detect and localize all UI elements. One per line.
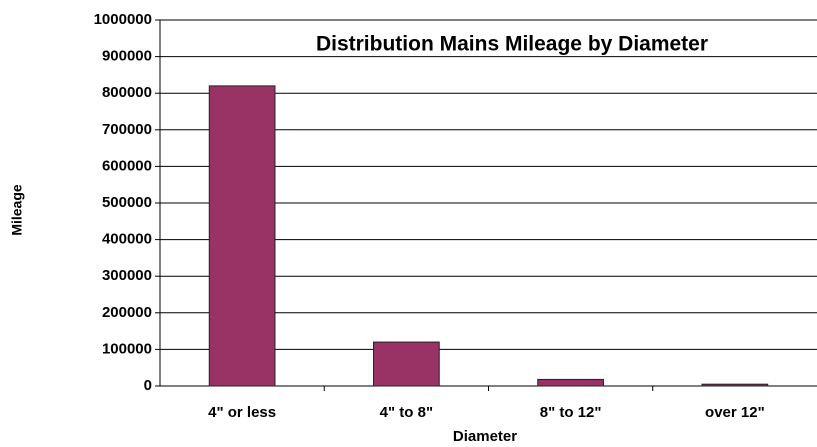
bar	[537, 378, 604, 387]
x-tick-label: 4" or less	[208, 404, 276, 421]
y-tick-label: 400000	[102, 231, 152, 248]
x-axis-label: Diameter	[453, 428, 517, 445]
bar	[701, 383, 769, 387]
bar	[208, 85, 276, 387]
y-tick-label: 300000	[102, 267, 152, 284]
y-tick-label: 700000	[102, 121, 152, 138]
y-tick-label: 1000000	[94, 11, 152, 28]
y-tick-label: 800000	[102, 84, 152, 101]
y-tick-label: 200000	[102, 304, 152, 321]
y-tick-label: 500000	[102, 194, 152, 211]
x-tick-label: 4" to 8"	[380, 404, 433, 421]
x-tick-label: 8" to 12"	[540, 404, 602, 421]
y-tick-label: 600000	[102, 157, 152, 174]
y-tick-label: 100000	[102, 340, 152, 357]
x-tick-label: over 12"	[705, 404, 765, 421]
y-tick-label: 0	[144, 377, 152, 394]
y-tick-label: 900000	[102, 48, 152, 65]
chart-title: Distribution Mains Mileage by Diameter	[316, 33, 708, 56]
y-axis-label: Mileage	[9, 184, 25, 236]
bar	[373, 341, 440, 387]
